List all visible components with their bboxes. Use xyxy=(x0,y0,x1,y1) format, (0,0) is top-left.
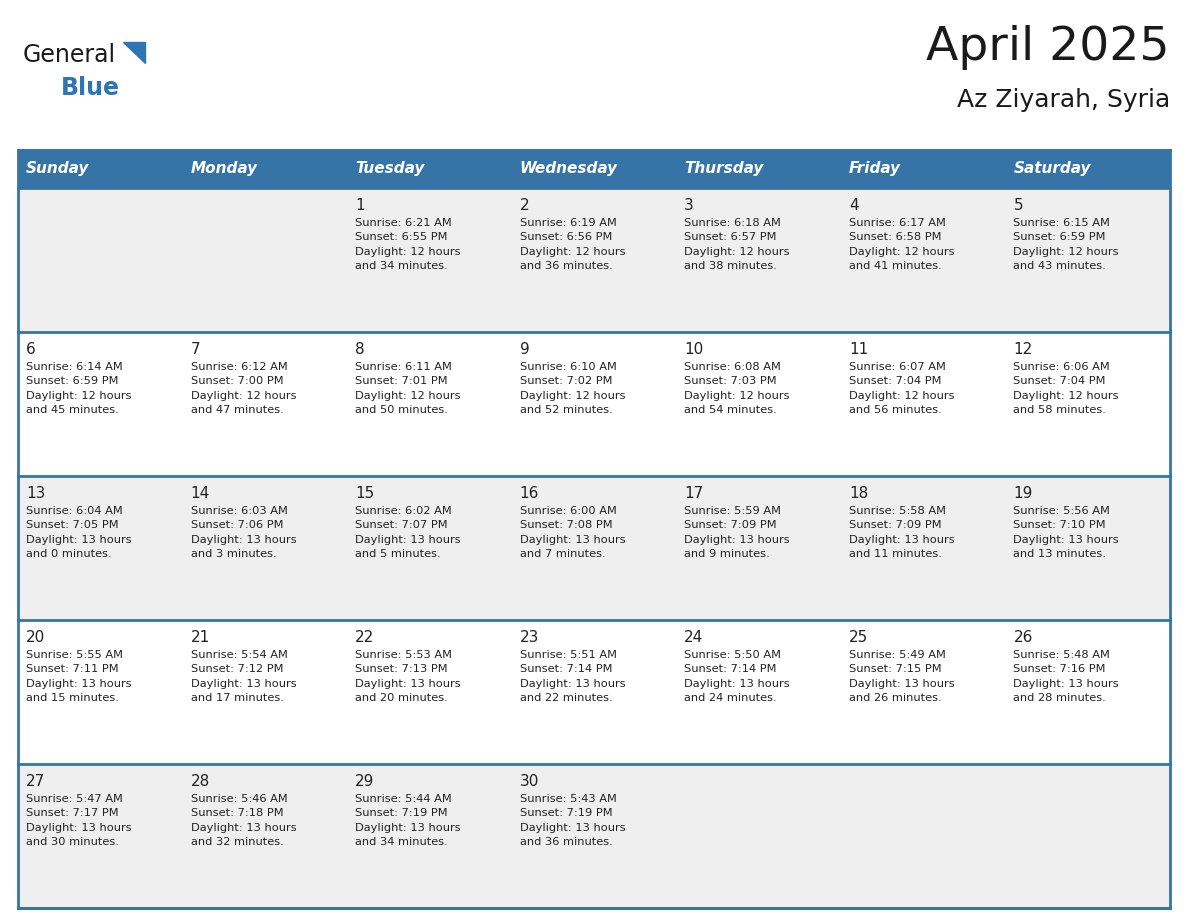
Text: Sunrise: 5:51 AM
Sunset: 7:14 PM
Daylight: 13 hours
and 22 minutes.: Sunrise: 5:51 AM Sunset: 7:14 PM Dayligh… xyxy=(519,650,625,703)
Text: Sunrise: 5:53 AM
Sunset: 7:13 PM
Daylight: 13 hours
and 20 minutes.: Sunrise: 5:53 AM Sunset: 7:13 PM Dayligh… xyxy=(355,650,461,703)
Text: 15: 15 xyxy=(355,486,374,501)
Text: 27: 27 xyxy=(26,774,45,789)
Text: Sunrise: 5:50 AM
Sunset: 7:14 PM
Daylight: 13 hours
and 24 minutes.: Sunrise: 5:50 AM Sunset: 7:14 PM Dayligh… xyxy=(684,650,790,703)
Bar xyxy=(18,332,1170,476)
Text: Sunrise: 5:47 AM
Sunset: 7:17 PM
Daylight: 13 hours
and 30 minutes.: Sunrise: 5:47 AM Sunset: 7:17 PM Dayligh… xyxy=(26,794,132,847)
Text: Sunrise: 5:54 AM
Sunset: 7:12 PM
Daylight: 13 hours
and 17 minutes.: Sunrise: 5:54 AM Sunset: 7:12 PM Dayligh… xyxy=(190,650,296,703)
Text: 7: 7 xyxy=(190,342,201,357)
Text: 9: 9 xyxy=(519,342,530,357)
Text: 8: 8 xyxy=(355,342,365,357)
Text: 11: 11 xyxy=(849,342,868,357)
Text: 13: 13 xyxy=(26,486,45,501)
Text: 25: 25 xyxy=(849,630,868,645)
Text: Sunrise: 6:03 AM
Sunset: 7:06 PM
Daylight: 13 hours
and 3 minutes.: Sunrise: 6:03 AM Sunset: 7:06 PM Dayligh… xyxy=(190,506,296,559)
Text: Monday: Monday xyxy=(190,162,258,176)
Text: 17: 17 xyxy=(684,486,703,501)
Bar xyxy=(512,150,676,188)
Text: Az Ziyarah, Syria: Az Ziyarah, Syria xyxy=(956,88,1170,112)
Text: Sunrise: 5:56 AM
Sunset: 7:10 PM
Daylight: 13 hours
and 13 minutes.: Sunrise: 5:56 AM Sunset: 7:10 PM Dayligh… xyxy=(1013,506,1119,559)
Text: 26: 26 xyxy=(1013,630,1032,645)
Text: 16: 16 xyxy=(519,486,539,501)
Bar xyxy=(676,150,841,188)
Text: Sunrise: 6:18 AM
Sunset: 6:57 PM
Daylight: 12 hours
and 38 minutes.: Sunrise: 6:18 AM Sunset: 6:57 PM Dayligh… xyxy=(684,218,790,271)
Text: 20: 20 xyxy=(26,630,45,645)
Text: 4: 4 xyxy=(849,198,859,213)
Text: 10: 10 xyxy=(684,342,703,357)
Text: 14: 14 xyxy=(190,486,210,501)
Text: Sunrise: 5:43 AM
Sunset: 7:19 PM
Daylight: 13 hours
and 36 minutes.: Sunrise: 5:43 AM Sunset: 7:19 PM Dayligh… xyxy=(519,794,625,847)
Bar xyxy=(841,150,1005,188)
Text: Sunrise: 6:06 AM
Sunset: 7:04 PM
Daylight: 12 hours
and 58 minutes.: Sunrise: 6:06 AM Sunset: 7:04 PM Dayligh… xyxy=(1013,362,1119,415)
Text: Friday: Friday xyxy=(849,162,901,176)
Text: Sunrise: 5:55 AM
Sunset: 7:11 PM
Daylight: 13 hours
and 15 minutes.: Sunrise: 5:55 AM Sunset: 7:11 PM Dayligh… xyxy=(26,650,132,703)
Text: 3: 3 xyxy=(684,198,694,213)
Bar xyxy=(1005,150,1170,188)
Text: 29: 29 xyxy=(355,774,374,789)
Bar xyxy=(18,476,1170,620)
Bar xyxy=(18,620,1170,764)
Text: Sunrise: 6:04 AM
Sunset: 7:05 PM
Daylight: 13 hours
and 0 minutes.: Sunrise: 6:04 AM Sunset: 7:05 PM Dayligh… xyxy=(26,506,132,559)
Text: Sunrise: 6:02 AM
Sunset: 7:07 PM
Daylight: 13 hours
and 5 minutes.: Sunrise: 6:02 AM Sunset: 7:07 PM Dayligh… xyxy=(355,506,461,559)
Text: General: General xyxy=(23,43,116,67)
Text: Sunday: Sunday xyxy=(26,162,89,176)
Text: 6: 6 xyxy=(26,342,36,357)
Text: Sunrise: 6:21 AM
Sunset: 6:55 PM
Daylight: 12 hours
and 34 minutes.: Sunrise: 6:21 AM Sunset: 6:55 PM Dayligh… xyxy=(355,218,461,271)
Polygon shape xyxy=(124,42,145,63)
Text: Sunrise: 6:15 AM
Sunset: 6:59 PM
Daylight: 12 hours
and 43 minutes.: Sunrise: 6:15 AM Sunset: 6:59 PM Dayligh… xyxy=(1013,218,1119,271)
Text: 21: 21 xyxy=(190,630,210,645)
Text: Sunrise: 6:00 AM
Sunset: 7:08 PM
Daylight: 13 hours
and 7 minutes.: Sunrise: 6:00 AM Sunset: 7:08 PM Dayligh… xyxy=(519,506,625,559)
Text: Sunrise: 6:12 AM
Sunset: 7:00 PM
Daylight: 12 hours
and 47 minutes.: Sunrise: 6:12 AM Sunset: 7:00 PM Dayligh… xyxy=(190,362,296,415)
Text: April 2025: April 2025 xyxy=(927,26,1170,71)
Text: Sunrise: 6:11 AM
Sunset: 7:01 PM
Daylight: 12 hours
and 50 minutes.: Sunrise: 6:11 AM Sunset: 7:01 PM Dayligh… xyxy=(355,362,461,415)
Text: Sunrise: 5:44 AM
Sunset: 7:19 PM
Daylight: 13 hours
and 34 minutes.: Sunrise: 5:44 AM Sunset: 7:19 PM Dayligh… xyxy=(355,794,461,847)
Text: Sunrise: 6:19 AM
Sunset: 6:56 PM
Daylight: 12 hours
and 36 minutes.: Sunrise: 6:19 AM Sunset: 6:56 PM Dayligh… xyxy=(519,218,625,271)
Text: Sunrise: 6:10 AM
Sunset: 7:02 PM
Daylight: 12 hours
and 52 minutes.: Sunrise: 6:10 AM Sunset: 7:02 PM Dayligh… xyxy=(519,362,625,415)
Text: 18: 18 xyxy=(849,486,868,501)
Text: Wednesday: Wednesday xyxy=(519,162,618,176)
Text: 24: 24 xyxy=(684,630,703,645)
Text: Sunrise: 5:59 AM
Sunset: 7:09 PM
Daylight: 13 hours
and 9 minutes.: Sunrise: 5:59 AM Sunset: 7:09 PM Dayligh… xyxy=(684,506,790,559)
Text: Sunrise: 5:58 AM
Sunset: 7:09 PM
Daylight: 13 hours
and 11 minutes.: Sunrise: 5:58 AM Sunset: 7:09 PM Dayligh… xyxy=(849,506,954,559)
Text: Saturday: Saturday xyxy=(1013,162,1091,176)
Text: 30: 30 xyxy=(519,774,539,789)
Bar xyxy=(18,150,1170,908)
Text: 28: 28 xyxy=(190,774,210,789)
Text: Tuesday: Tuesday xyxy=(355,162,424,176)
Text: Thursday: Thursday xyxy=(684,162,764,176)
Text: 23: 23 xyxy=(519,630,539,645)
Bar xyxy=(18,150,183,188)
Text: 5: 5 xyxy=(1013,198,1023,213)
Text: 1: 1 xyxy=(355,198,365,213)
Text: Blue: Blue xyxy=(61,76,120,100)
Text: Sunrise: 6:07 AM
Sunset: 7:04 PM
Daylight: 12 hours
and 56 minutes.: Sunrise: 6:07 AM Sunset: 7:04 PM Dayligh… xyxy=(849,362,954,415)
Text: Sunrise: 6:08 AM
Sunset: 7:03 PM
Daylight: 12 hours
and 54 minutes.: Sunrise: 6:08 AM Sunset: 7:03 PM Dayligh… xyxy=(684,362,790,415)
Bar xyxy=(18,764,1170,908)
Bar xyxy=(18,188,1170,332)
Text: Sunrise: 6:17 AM
Sunset: 6:58 PM
Daylight: 12 hours
and 41 minutes.: Sunrise: 6:17 AM Sunset: 6:58 PM Dayligh… xyxy=(849,218,954,271)
Text: Sunrise: 5:48 AM
Sunset: 7:16 PM
Daylight: 13 hours
and 28 minutes.: Sunrise: 5:48 AM Sunset: 7:16 PM Dayligh… xyxy=(1013,650,1119,703)
Text: Sunrise: 5:49 AM
Sunset: 7:15 PM
Daylight: 13 hours
and 26 minutes.: Sunrise: 5:49 AM Sunset: 7:15 PM Dayligh… xyxy=(849,650,954,703)
Text: Sunrise: 6:14 AM
Sunset: 6:59 PM
Daylight: 12 hours
and 45 minutes.: Sunrise: 6:14 AM Sunset: 6:59 PM Dayligh… xyxy=(26,362,132,415)
Text: 2: 2 xyxy=(519,198,530,213)
Text: 19: 19 xyxy=(1013,486,1032,501)
Text: Sunrise: 5:46 AM
Sunset: 7:18 PM
Daylight: 13 hours
and 32 minutes.: Sunrise: 5:46 AM Sunset: 7:18 PM Dayligh… xyxy=(190,794,296,847)
Text: 22: 22 xyxy=(355,630,374,645)
Text: 12: 12 xyxy=(1013,342,1032,357)
Bar xyxy=(347,150,512,188)
Bar xyxy=(183,150,347,188)
